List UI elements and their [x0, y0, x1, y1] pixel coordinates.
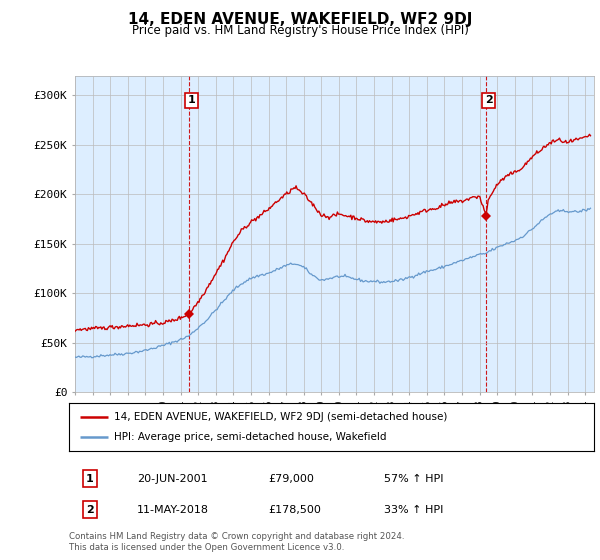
Text: 1: 1 [188, 95, 196, 105]
Text: £79,000: £79,000 [269, 474, 314, 484]
Text: This data is licensed under the Open Government Licence v3.0.: This data is licensed under the Open Gov… [69, 543, 344, 552]
Text: 20-JUN-2001: 20-JUN-2001 [137, 474, 208, 484]
Text: Contains HM Land Registry data © Crown copyright and database right 2024.: Contains HM Land Registry data © Crown c… [69, 532, 404, 541]
Text: 11-MAY-2018: 11-MAY-2018 [137, 505, 209, 515]
Text: 1: 1 [86, 474, 94, 484]
Text: 14, EDEN AVENUE, WAKEFIELD, WF2 9DJ (semi-detached house): 14, EDEN AVENUE, WAKEFIELD, WF2 9DJ (sem… [113, 412, 447, 422]
Text: 14, EDEN AVENUE, WAKEFIELD, WF2 9DJ: 14, EDEN AVENUE, WAKEFIELD, WF2 9DJ [128, 12, 472, 27]
Text: 57% ↑ HPI: 57% ↑ HPI [384, 474, 443, 484]
Text: HPI: Average price, semi-detached house, Wakefield: HPI: Average price, semi-detached house,… [113, 432, 386, 442]
Text: 2: 2 [485, 95, 493, 105]
Text: 33% ↑ HPI: 33% ↑ HPI [384, 505, 443, 515]
Text: £178,500: £178,500 [269, 505, 322, 515]
Text: 2: 2 [86, 505, 94, 515]
Text: Price paid vs. HM Land Registry's House Price Index (HPI): Price paid vs. HM Land Registry's House … [131, 24, 469, 37]
